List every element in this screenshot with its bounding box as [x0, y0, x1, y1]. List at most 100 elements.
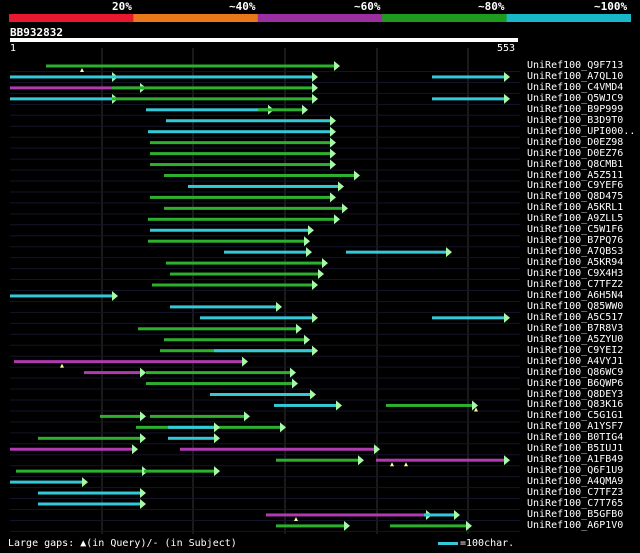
- hit-segment[interactable]: [170, 272, 319, 276]
- hit-label[interactable]: UniRef100_A1YSF7: [527, 421, 624, 433]
- hit-segment[interactable]: [10, 294, 113, 298]
- hit-label[interactable]: UniRef100_B5IUJ1: [527, 443, 624, 455]
- hit-label[interactable]: UniRef100_A7QL10: [527, 70, 624, 82]
- hit-segment[interactable]: [10, 86, 141, 90]
- hit-label[interactable]: UniRef100_A7QBS3: [527, 246, 624, 258]
- hit-segment[interactable]: [200, 316, 313, 320]
- hit-segment[interactable]: [14, 360, 243, 364]
- hit-segment[interactable]: [38, 491, 141, 495]
- hit-label[interactable]: UniRef100_C9YEF6: [527, 180, 624, 192]
- hit-label[interactable]: UniRef100_D0EZ76: [527, 147, 624, 159]
- hit-label[interactable]: UniRef100_C7TFZ2: [527, 279, 624, 290]
- hit-segment[interactable]: [84, 371, 141, 375]
- hit-label[interactable]: UniRef100_A5KR94: [527, 257, 624, 269]
- hit-label[interactable]: UniRef100_C7T765: [527, 498, 624, 509]
- hit-label[interactable]: UniRef100_Q83K16: [527, 399, 624, 411]
- hit-segment[interactable]: [10, 480, 83, 484]
- hit-segment[interactable]: [148, 130, 331, 134]
- hit-segment[interactable]: [168, 425, 215, 429]
- hit-label[interactable]: UniRef100_A5ZYU0: [527, 333, 624, 345]
- hit-segment[interactable]: [38, 436, 141, 440]
- hit-segment[interactable]: [112, 97, 313, 101]
- hit-segment[interactable]: [274, 403, 337, 407]
- hit-segment[interactable]: [180, 447, 375, 451]
- hit-label[interactable]: UniRef100_A5KRL1: [527, 202, 624, 214]
- hit-segment[interactable]: [432, 97, 505, 101]
- hit-label[interactable]: UniRef100_C7TFZ3: [527, 487, 624, 499]
- hit-segment[interactable]: [152, 283, 313, 287]
- hit-label[interactable]: UniRef100_Q8D475: [527, 191, 624, 203]
- hit-segment[interactable]: [112, 86, 313, 90]
- hit-segment[interactable]: [170, 305, 277, 309]
- hit-label[interactable]: UniRef100_D0EZ98: [527, 136, 624, 148]
- hit-segment[interactable]: [38, 502, 141, 506]
- hit-label[interactable]: UniRef100_Q8DEY3: [527, 388, 624, 400]
- hit-label[interactable]: UniRef100_Q5WJC9: [527, 92, 624, 104]
- hit-segment[interactable]: [146, 371, 291, 375]
- hit-label[interactable]: UniRef100_UPI000..: [527, 125, 636, 137]
- hit-segment[interactable]: [164, 338, 305, 342]
- hit-segment[interactable]: [386, 403, 473, 407]
- hit-segment[interactable]: [258, 108, 303, 112]
- hit-segment[interactable]: [46, 64, 335, 68]
- hit-label[interactable]: UniRef100_A1FB49: [527, 454, 624, 466]
- hit-segment[interactable]: [276, 524, 345, 528]
- hit-segment[interactable]: [146, 382, 293, 386]
- hit-segment[interactable]: [150, 228, 309, 232]
- hit-label[interactable]: UniRef100_A4QMA9: [527, 476, 624, 488]
- hit-label[interactable]: UniRef100_C9YEI2: [527, 344, 624, 356]
- hit-label[interactable]: UniRef100_Q9F713: [527, 60, 624, 71]
- hit-segment[interactable]: [150, 152, 331, 156]
- hit-label[interactable]: UniRef100_A5C517: [527, 311, 624, 323]
- hit-segment[interactable]: [432, 316, 505, 320]
- hit-segment[interactable]: [346, 250, 447, 254]
- hit-segment[interactable]: [10, 97, 113, 101]
- hit-segment[interactable]: [16, 469, 143, 473]
- hit-segment[interactable]: [166, 119, 331, 123]
- hit-segment[interactable]: [376, 458, 505, 462]
- hit-label[interactable]: UniRef100_A9ZLL5: [527, 213, 624, 225]
- hit-segment[interactable]: [146, 108, 269, 112]
- hit-label[interactable]: UniRef100_B5GFB0: [527, 508, 624, 520]
- hit-label[interactable]: UniRef100_Q86WC9: [527, 366, 624, 378]
- hit-label[interactable]: UniRef100_Q6F1U9: [527, 465, 624, 477]
- hit-label[interactable]: UniRef100_C4VMD4: [527, 81, 624, 93]
- hit-segment[interactable]: [150, 414, 245, 418]
- hit-segment[interactable]: [148, 217, 335, 221]
- hit-segment[interactable]: [150, 163, 331, 167]
- hit-label[interactable]: UniRef100_B6QWP6: [527, 377, 624, 389]
- hit-label[interactable]: UniRef100_Q85WW0: [527, 300, 624, 312]
- hit-segment[interactable]: [164, 174, 355, 177]
- hit-segment[interactable]: [390, 524, 467, 528]
- hit-segment[interactable]: [432, 75, 505, 79]
- hit-segment[interactable]: [10, 75, 113, 79]
- hit-segment[interactable]: [150, 195, 331, 199]
- hit-segment[interactable]: [168, 436, 215, 440]
- hit-segment[interactable]: [166, 261, 323, 265]
- hit-segment[interactable]: [188, 184, 339, 188]
- hit-segment[interactable]: [138, 327, 297, 331]
- hit-label[interactable]: UniRef100_A6H5N4: [527, 289, 624, 301]
- hit-label[interactable]: UniRef100_B7R8V3: [527, 322, 624, 334]
- hit-label[interactable]: UniRef100_A5Z511: [527, 169, 624, 181]
- hit-label[interactable]: UniRef100_B3D9T0: [527, 114, 624, 126]
- hit-label[interactable]: UniRef100_B7PQ76: [527, 235, 624, 247]
- hit-label[interactable]: UniRef100_Q8CMB1: [527, 158, 624, 170]
- hit-segment[interactable]: [100, 414, 141, 418]
- hit-segment[interactable]: [210, 393, 311, 396]
- hit-segment[interactable]: [266, 513, 427, 517]
- hit-label[interactable]: UniRef100_B9P999: [527, 103, 624, 115]
- hit-segment[interactable]: [164, 206, 343, 210]
- hit-label[interactable]: UniRef100_A4VYJ1: [527, 355, 624, 367]
- hit-label[interactable]: UniRef100_A6P1V0: [527, 519, 624, 531]
- hit-segment[interactable]: [150, 141, 331, 145]
- hit-segment[interactable]: [112, 75, 313, 79]
- hit-segment[interactable]: [10, 447, 133, 451]
- hit-segment[interactable]: [224, 250, 307, 254]
- hit-segment[interactable]: [214, 349, 313, 353]
- hit-label[interactable]: UniRef100_C5W1F6: [527, 224, 624, 236]
- hit-label[interactable]: UniRef100_B0TIG4: [527, 432, 624, 444]
- hit-label[interactable]: UniRef100_C9X4H3: [527, 268, 624, 280]
- hit-segment[interactable]: [144, 469, 215, 473]
- hit-segment[interactable]: [424, 513, 455, 517]
